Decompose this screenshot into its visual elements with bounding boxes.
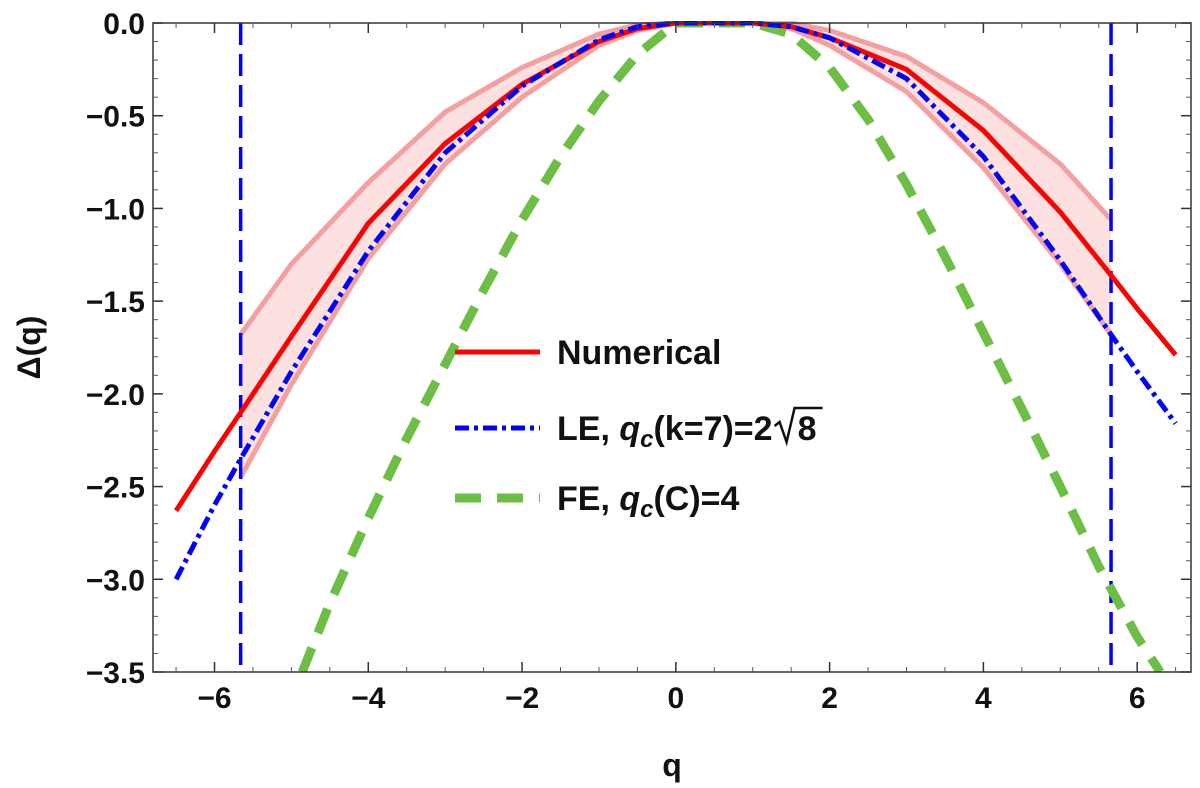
x-axis-label: q <box>662 747 682 783</box>
y-axis-label: Δ(q) <box>11 316 47 380</box>
legend-suffix: (k=7)=2 <box>653 410 772 448</box>
legend-subscript: c <box>640 496 653 523</box>
uncertainty-band-upper <box>238 21 1113 336</box>
uncertainty-band-fill <box>240 23 1111 478</box>
legend-prefix: LE, <box>557 410 619 448</box>
y-tick-label: −2.5 <box>86 472 145 505</box>
x-tick-label: 2 <box>821 682 838 715</box>
sqrt-sign <box>773 406 823 447</box>
legend-prefix: FE, <box>557 480 619 518</box>
legend-q: q <box>619 410 640 448</box>
x-tick-label: −4 <box>351 682 386 715</box>
legend-q: q <box>619 480 640 518</box>
x-tick-label: −2 <box>505 682 539 715</box>
y-tick-label: 0.0 <box>103 8 145 41</box>
axes: −6 −4 −2 0 2 4 6 0.0 −0.5 −1.0 −1.5 −2.0 −2.5 −3.0 −3.… <box>11 8 1192 783</box>
legend-subscript: c <box>640 426 653 453</box>
y-tick-label: −3.5 <box>86 657 145 690</box>
legend-label-solid: Numerical <box>557 334 721 372</box>
x-tick-label: −6 <box>197 682 231 715</box>
x-tick-label: 6 <box>1129 682 1146 715</box>
y-tick-label: −1.5 <box>86 286 145 319</box>
legend-label-dashdot: LE, qc(k=7)=2 <box>557 410 773 453</box>
legend-sqrt-radicand: 8 <box>798 410 817 448</box>
legend-suffix: (C)=4 <box>653 480 739 518</box>
x-tick-label: 4 <box>975 682 992 715</box>
y-tick-label: −1.0 <box>86 193 145 226</box>
plot-frame <box>152 22 1192 673</box>
y-tick-label: −3.0 <box>86 564 145 597</box>
legend-label-dashed: FE, qc(C)=4 <box>557 480 740 523</box>
series-line-dashed <box>298 21 1164 672</box>
x-tick-label: 0 <box>668 682 685 715</box>
y-tick-label: −2.0 <box>86 379 145 412</box>
y-tick-label: −0.5 <box>86 101 145 134</box>
